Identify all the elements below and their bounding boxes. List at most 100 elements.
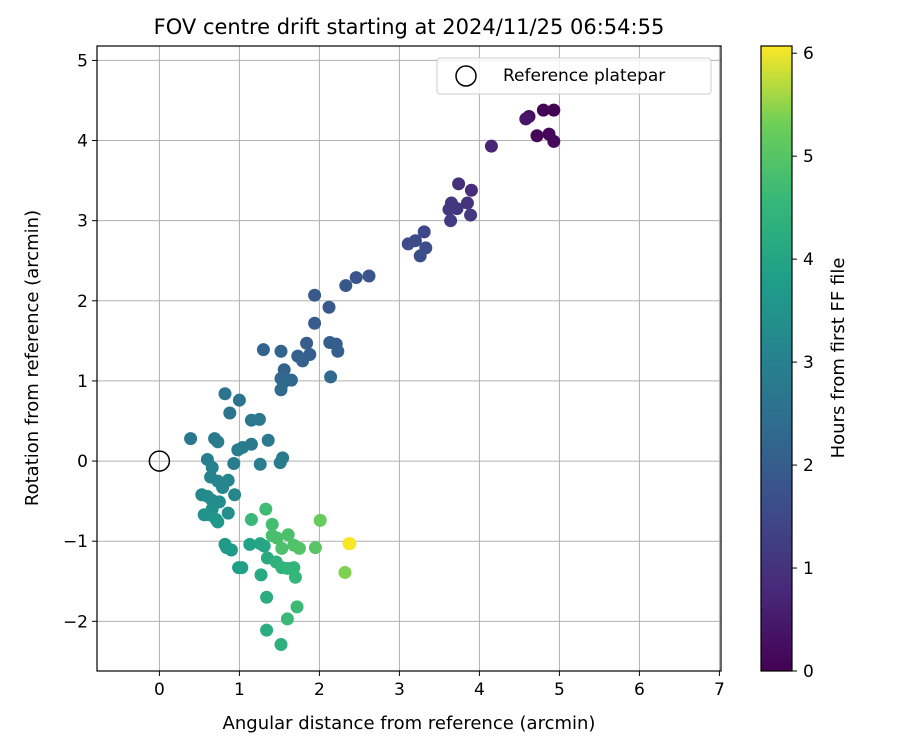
data-point	[401, 237, 415, 251]
data-point	[274, 383, 288, 397]
data-point	[288, 570, 302, 584]
data-point	[275, 541, 289, 555]
plot-area: 0 1 2 3 4 5 6 7 −2 −1 0 1 2 3 4 5	[63, 45, 725, 700]
data-point	[413, 249, 427, 263]
data-point	[270, 531, 284, 545]
data-point	[331, 344, 345, 358]
data-point	[296, 354, 310, 368]
y-tick-label: 0	[77, 452, 88, 472]
data-point	[243, 537, 257, 551]
data-point	[280, 612, 294, 626]
data-point	[519, 112, 533, 126]
data-point	[231, 443, 245, 457]
data-point	[254, 568, 268, 582]
data-point	[343, 537, 357, 551]
data-point	[218, 387, 232, 401]
data-point	[338, 565, 352, 579]
data-point	[322, 300, 336, 314]
colorbar-tick-label: 1	[803, 559, 814, 579]
data-point	[253, 457, 267, 471]
data-point	[265, 517, 279, 531]
colorbar-tick-label: 5	[803, 147, 814, 167]
legend-label-reference: Reference platepar	[503, 66, 665, 86]
legend-box	[436, 57, 712, 95]
colorbar-tick-label: 4	[803, 250, 814, 270]
data-point	[536, 103, 550, 117]
data-point	[259, 502, 273, 516]
x-tick-label: 7	[714, 680, 725, 700]
data-point	[216, 481, 230, 495]
legend-marker-reference	[455, 65, 477, 87]
data-points	[184, 103, 561, 652]
colorbar-gradient	[760, 45, 793, 672]
data-point	[313, 513, 327, 527]
data-point	[281, 528, 295, 542]
data-point	[261, 433, 275, 447]
data-point	[460, 196, 474, 210]
y-tick-label: −1	[63, 532, 88, 552]
legend: Reference platepar	[436, 57, 712, 95]
colorbar-tick-label: 0	[803, 662, 814, 682]
plot-frame	[96, 45, 722, 672]
data-point	[547, 134, 561, 148]
data-point	[484, 139, 498, 153]
data-point	[274, 344, 288, 358]
data-point	[273, 456, 287, 470]
data-point	[211, 435, 225, 449]
data-point	[257, 539, 271, 553]
x-tick-label: 5	[554, 680, 565, 700]
data-point	[300, 336, 314, 350]
data-point	[464, 183, 478, 197]
x-tick-label: 0	[154, 680, 165, 700]
colorbar-tick-label: 3	[803, 353, 814, 373]
y-tick-label: 4	[77, 132, 88, 152]
x-tick-label: 6	[634, 680, 645, 700]
colorbar-tick-label: 6	[803, 44, 814, 64]
data-point	[232, 393, 246, 407]
data-point	[211, 515, 225, 529]
x-tick-label: 2	[314, 680, 325, 700]
data-point	[256, 343, 270, 357]
reference-platepar-marker	[148, 450, 171, 472]
data-point	[349, 271, 363, 285]
data-point	[260, 623, 274, 637]
data-point	[308, 541, 322, 555]
data-point	[464, 208, 478, 222]
data-point	[452, 177, 466, 191]
y-tick-label: 5	[77, 51, 88, 71]
data-point	[227, 456, 241, 470]
data-point	[205, 460, 219, 474]
x-tick-label: 3	[394, 680, 405, 700]
y-tick-label: 1	[77, 372, 88, 392]
data-point	[223, 406, 237, 420]
data-point	[547, 103, 561, 117]
data-point	[274, 638, 288, 652]
data-point	[339, 279, 353, 293]
data-point	[292, 541, 306, 555]
colorbar-label: Hours from first FF file	[828, 258, 849, 459]
data-point	[444, 214, 458, 228]
colorbar-tick-label: 2	[803, 456, 814, 476]
y-tick-label: 2	[77, 292, 88, 312]
data-point	[530, 129, 544, 143]
y-tick-label: 3	[77, 212, 88, 232]
x-tick-label: 4	[474, 680, 485, 700]
y-axis-label: Rotation from reference (arcmin)	[22, 210, 43, 506]
data-point	[235, 561, 249, 575]
grid	[97, 46, 721, 671]
data-point	[417, 225, 431, 239]
data-point	[221, 506, 235, 520]
x-tick-label: 1	[234, 680, 245, 700]
chart-title: FOV centre drift starting at 2024/11/25 …	[154, 15, 665, 39]
x-axis-label: Angular distance from reference (arcmin)	[223, 713, 596, 734]
data-point	[252, 412, 266, 426]
colorbar: 0 1 2 3 4 5 6 Hours from first FF file	[760, 44, 849, 682]
data-point	[308, 288, 322, 302]
data-point	[324, 370, 338, 384]
data-point	[308, 316, 322, 330]
y-tick-label: −2	[63, 612, 88, 632]
data-point	[290, 600, 304, 614]
data-point	[224, 543, 238, 557]
plot-background	[97, 46, 721, 671]
